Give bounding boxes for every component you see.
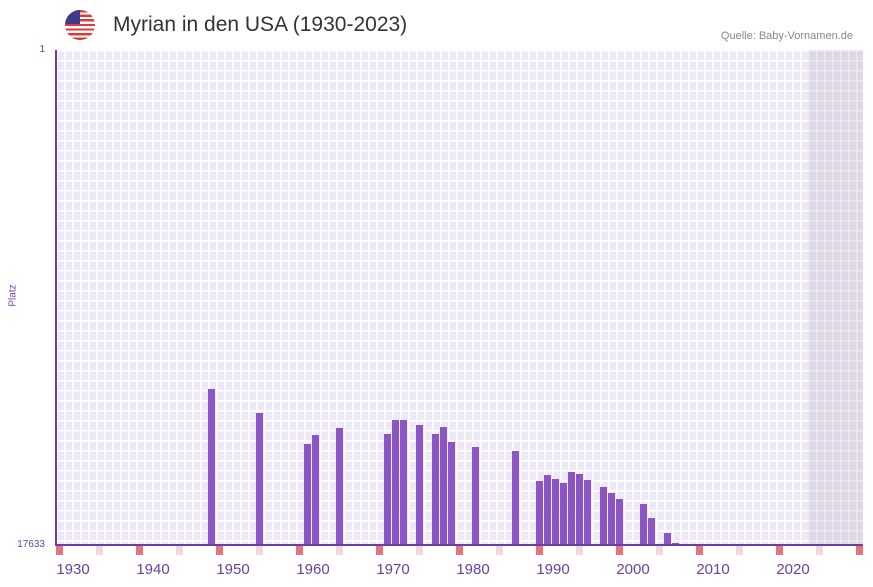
decade-marker: [456, 546, 463, 555]
decade-marker: [56, 546, 63, 555]
bar-1976[interactable]: [440, 427, 447, 545]
source-link[interactable]: Quelle: Baby-Vornamen.de: [720, 30, 853, 42]
x-tick-label: 2010: [696, 561, 730, 578]
bar-1989[interactable]: [544, 474, 551, 545]
bar-1996[interactable]: [600, 486, 607, 545]
x-tick-label: 1980: [456, 561, 490, 578]
bar-1997[interactable]: [608, 492, 615, 545]
half-decade-marker: [656, 546, 663, 555]
y-tick-bottom: 17633: [17, 539, 45, 550]
x-tick-label: 1960: [296, 561, 330, 578]
x-tick-label: 1990: [536, 561, 570, 578]
bar-1963[interactable]: [336, 427, 343, 545]
bar-1975[interactable]: [432, 433, 439, 545]
bar-1992[interactable]: [568, 471, 575, 545]
bar-1960[interactable]: [312, 435, 319, 545]
decade-marker: [216, 546, 223, 555]
half-decade-marker: [496, 546, 503, 555]
decade-marker: [536, 546, 543, 555]
us-flag-icon: [65, 10, 95, 40]
bar-1988[interactable]: [536, 480, 543, 545]
y-tick-top: 1: [39, 44, 45, 55]
bar-2004[interactable]: [664, 532, 671, 545]
half-decade-marker: [256, 546, 263, 555]
x-tick-label: 1930: [56, 561, 90, 578]
bar-1970[interactable]: [392, 419, 399, 545]
bar-1969[interactable]: [384, 433, 391, 545]
bar-1971[interactable]: [400, 419, 407, 545]
x-tick-label: 1970: [376, 561, 410, 578]
half-decade-marker: [176, 546, 183, 555]
decade-marker: [136, 546, 143, 555]
x-axis: [55, 544, 863, 546]
bar-2005[interactable]: [672, 542, 679, 545]
plot-area: [56, 50, 863, 545]
decade-marker: [696, 546, 703, 555]
decade-marker: [376, 546, 383, 555]
bar-1994[interactable]: [584, 479, 591, 545]
bar-1947[interactable]: [208, 388, 215, 545]
x-tick-label: 2000: [616, 561, 650, 578]
bar-1985[interactable]: [512, 450, 519, 545]
bar-1973[interactable]: [416, 424, 423, 545]
x-tick-label: 2020: [776, 561, 810, 578]
decade-marker: [616, 546, 623, 555]
x-tick-label: 1940: [136, 561, 170, 578]
half-decade-marker: [96, 546, 103, 555]
half-decade-marker: [336, 546, 343, 555]
y-axis-label: Platz: [7, 284, 19, 307]
bar-1998[interactable]: [616, 498, 623, 545]
decade-marker: [856, 546, 863, 555]
bar-1993[interactable]: [576, 474, 583, 545]
half-decade-marker: [816, 546, 823, 555]
bar-1980[interactable]: [472, 446, 479, 545]
bar-1977[interactable]: [448, 441, 455, 545]
bar-2002[interactable]: [648, 517, 655, 545]
x-tick-label: 1950: [216, 561, 250, 578]
bar-1990[interactable]: [552, 478, 559, 545]
bar-1991[interactable]: [560, 482, 567, 545]
half-decade-marker: [576, 546, 583, 555]
y-axis: [55, 50, 57, 546]
decade-marker: [296, 546, 303, 555]
half-decade-marker: [416, 546, 423, 555]
bar-1959[interactable]: [304, 443, 311, 545]
future-shade: [808, 50, 863, 545]
bar-1953[interactable]: [256, 412, 263, 545]
half-decade-marker: [736, 546, 743, 555]
decade-marker: [776, 546, 783, 555]
bar-2001[interactable]: [640, 503, 647, 545]
chart-title: Myrian in den USA (1930-2023): [113, 13, 408, 36]
